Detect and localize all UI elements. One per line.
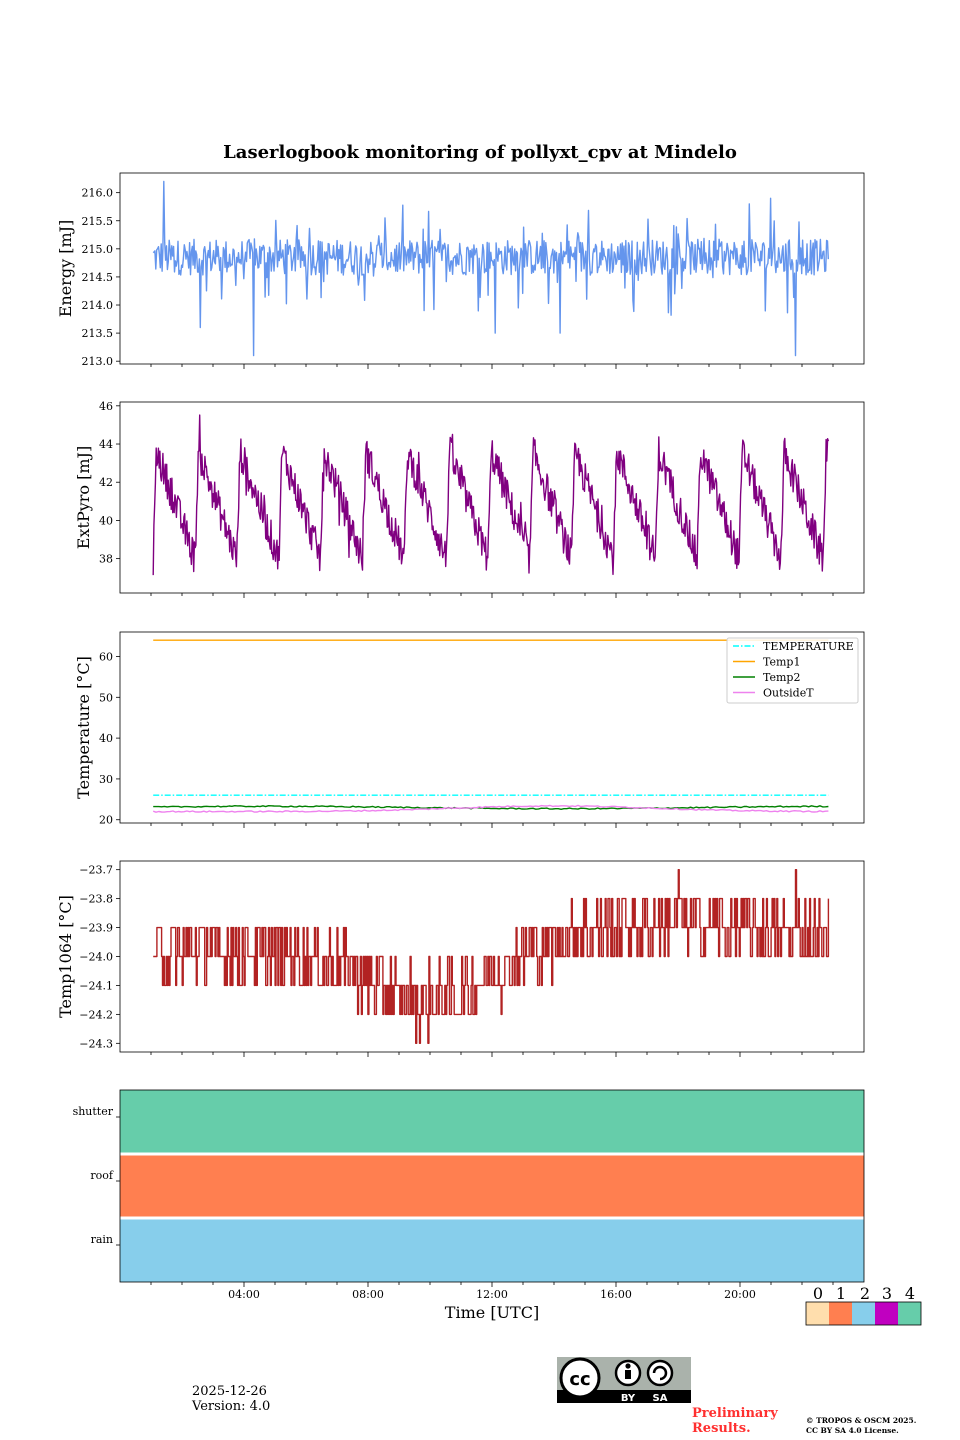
series-line-temp2 (153, 805, 829, 810)
panels: 213.0 213.5 214.0 214.5 215.0 215.5 216.0 Energ… (56, 172, 922, 1326)
ytick-label-temp1064: −23.7 (79, 864, 113, 877)
copyright-line-1: © TROPOS & OSCM 2025. (806, 1416, 917, 1425)
cc-sa-text: SA (653, 1393, 668, 1403)
status-row-label-roof: roof (90, 1169, 114, 1182)
ytick-label-temperature: 20 (99, 814, 113, 827)
ytick-label-energy: 215.0 (82, 243, 114, 256)
status-row-label-rain: rain (91, 1233, 113, 1246)
preliminary-note: Preliminary Results. (692, 1406, 778, 1436)
preliminary-line-2: Results. (692, 1421, 751, 1436)
xtick-label: 20:00 (724, 1288, 756, 1301)
series-line-temp1064 (153, 869, 830, 1045)
legend-label-temp1: Temp1 (763, 656, 800, 669)
preliminary-line-1: Preliminary (692, 1406, 778, 1421)
xtick-label: 12:00 (476, 1288, 508, 1301)
copyright-note: © TROPOS & OSCM 2025. CC BY SA 4.0 Licen… (806, 1416, 916, 1436)
xtick-label: 08:00 (352, 1288, 384, 1301)
colorbar-cell-0 (806, 1302, 829, 1325)
colorbar-cell-2 (852, 1302, 875, 1325)
ytick-label-temp1064: −23.8 (79, 893, 113, 906)
legend-label-outsidet: OutsideT (763, 687, 814, 700)
status-row-label-shutter: shutter (73, 1105, 114, 1118)
ytick-label-temperature: 30 (99, 773, 113, 786)
status-band-roof (120, 1154, 864, 1218)
ytick-label-energy: 216.0 (82, 187, 114, 200)
legend-label-temperature: TEMPERATURE (763, 640, 854, 653)
ytick-label-energy: 215.5 (82, 215, 114, 228)
copyright-line-2: CC BY SA 4.0 License. (806, 1426, 899, 1435)
footer-version: Version: 4.0 (192, 1399, 271, 1414)
ylabel-temperature: Temperature [°C] (74, 656, 93, 799)
status-band-shutter (120, 1090, 864, 1154)
colorbar-cell-3 (875, 1302, 898, 1325)
axes-frame-extpyro (119, 401, 865, 594)
ylabel-temp1064: Temp1064 [°C] (56, 895, 75, 1018)
ytick-label-energy: 213.5 (82, 327, 114, 340)
colorbar-label-1: 1 (836, 1284, 846, 1303)
xtick-label: 04:00 (228, 1288, 260, 1301)
colorbar-cell-4 (898, 1302, 921, 1325)
axes-frame-energy (119, 172, 865, 365)
cc-license-icon: cc BY SA (557, 1357, 691, 1403)
chart-title: Laserlogbook monitoring of pollyxt_cpv a… (223, 142, 737, 163)
ytick-label-extpyro: 46 (99, 400, 113, 413)
ytick-label-extpyro: 44 (99, 438, 113, 451)
ytick-label-energy: 214.5 (82, 271, 114, 284)
ytick-label-temp1064: −24.2 (79, 1008, 113, 1021)
ytick-label-energy: 214.0 (82, 299, 114, 312)
series-line-energy (152, 180, 829, 357)
cc-by-text: BY (621, 1393, 636, 1403)
footer-date: 2025-12-26 (192, 1384, 267, 1399)
ytick-label-temperature: 50 (99, 691, 113, 704)
legend-box (726, 637, 859, 704)
ytick-label-energy: 213.0 (82, 355, 114, 368)
series-line-extpyro (152, 414, 830, 576)
footer-date-block: 2025-12-26 Version: 4.0 (192, 1384, 270, 1414)
ytick-label-extpyro: 42 (99, 476, 113, 489)
xlabel-time: Time [UTC] (445, 1303, 539, 1322)
ytick-label-extpyro: 38 (99, 553, 113, 566)
ytick-label-temperature: 60 (99, 650, 113, 663)
ylabel-energy: Energy [mJ] (56, 220, 75, 318)
colorbar-label-3: 3 (882, 1284, 892, 1303)
cc-text: cc (569, 1369, 590, 1390)
series-line-outsidet (152, 804, 829, 813)
colorbar-label-2: 2 (860, 1284, 870, 1303)
colorbar-label-4: 4 (905, 1284, 915, 1303)
xtick-label: 16:00 (600, 1288, 632, 1301)
ytick-label-temperature: 40 (99, 732, 113, 745)
ytick-label-extpyro: 40 (99, 514, 113, 527)
colorbar-frame (805, 1301, 922, 1326)
ytick-label-temp1064: −24.3 (79, 1037, 113, 1050)
status-band-rain (120, 1218, 864, 1282)
ytick-label-temp1064: −24.0 (79, 951, 113, 964)
legend-label-temp2: Temp2 (763, 671, 800, 684)
colorbar-cell-1 (829, 1302, 852, 1325)
ylabel-extpyro: ExtPyro [mJ] (74, 446, 93, 549)
ytick-label-temp1064: −23.9 (79, 922, 113, 935)
ytick-label-temp1064: −24.1 (79, 979, 113, 992)
colorbar-label-0: 0 (813, 1284, 823, 1303)
